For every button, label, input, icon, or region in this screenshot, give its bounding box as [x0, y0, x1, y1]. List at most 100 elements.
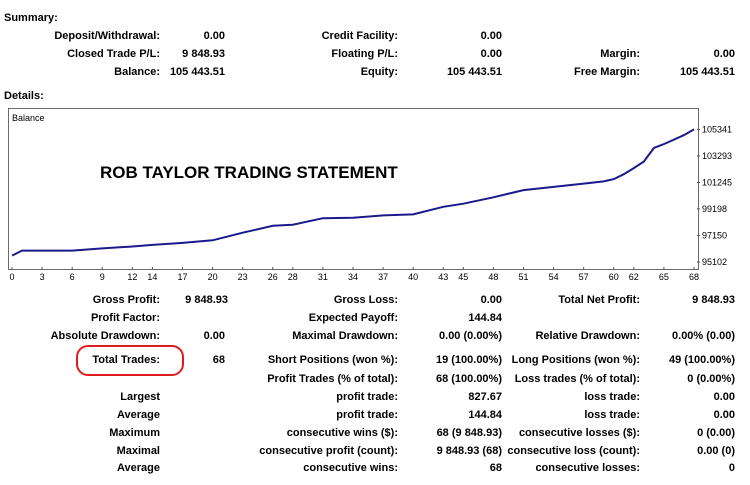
- x-tick-label: 48: [488, 272, 498, 282]
- profit-factor-label: Profit Factor:: [90, 312, 160, 324]
- y-tick-label: 99198: [702, 204, 727, 214]
- absolute-drawdown-value: 0.00: [203, 330, 225, 342]
- x-tick-label: 45: [458, 272, 468, 282]
- profit-trades-value: 68 (100.00%): [435, 373, 502, 385]
- x-tick-label: 68: [689, 272, 699, 282]
- total-trades-value: 68: [212, 354, 225, 366]
- x-tick-label: 6: [70, 272, 75, 282]
- avg-consec-losses-value: 0: [728, 462, 735, 474]
- short-positions-label: Short Positions (won %):: [267, 354, 398, 366]
- x-tick-label: 28: [288, 272, 298, 282]
- gross-profit-value: 9 848.93: [185, 294, 228, 306]
- loss-trades-value: 0 (0.00%): [687, 373, 735, 385]
- x-tick-label: 65: [659, 272, 669, 282]
- free-margin-label: Free Margin:: [573, 66, 640, 78]
- total-trades-label: Total Trades:: [92, 354, 160, 366]
- x-tick-label: 37: [378, 272, 388, 282]
- largest-profit-label: profit trade:: [336, 391, 398, 403]
- balance-label: Balance:: [114, 66, 160, 78]
- average-loss-value: 0.00: [713, 409, 735, 421]
- relative-drawdown-label: Relative Drawdown:: [535, 330, 640, 342]
- balance-value: 105 443.51: [169, 66, 225, 78]
- closed-trade-pl-label: Closed Trade P/L:: [67, 48, 160, 60]
- absolute-drawdown-label: Absolute Drawdown:: [50, 330, 160, 342]
- balance-chart: Balance ROB TAYLOR TRADING STATEMENT 0 3 6 9 1…: [8, 108, 732, 282]
- y-tick-label: 95102: [702, 257, 727, 267]
- long-positions-label: Long Positions (won %):: [511, 354, 640, 366]
- x-tick-label: 17: [177, 272, 187, 282]
- total-trades-highlight: [76, 345, 184, 376]
- total-net-profit-label: Total Net Profit:: [558, 294, 640, 306]
- balance-chart-svg: Balance ROB TAYLOR TRADING STATEMENT 0 3 6 9 1…: [9, 113, 732, 282]
- x-tick-label: 0: [9, 272, 14, 282]
- largest-label: Largest: [120, 391, 160, 403]
- x-tick-label: 34: [348, 272, 358, 282]
- y-tick-label: 105341: [702, 124, 732, 134]
- floating-pl-label: Floating P/L:: [331, 48, 398, 60]
- y-tick-label: 101245: [702, 177, 732, 187]
- maximal-drawdown-label: Maximal Drawdown:: [292, 330, 398, 342]
- short-positions-value: 19 (100.00%): [435, 354, 502, 366]
- maximal-consec-loss-label: consecutive loss (count):: [507, 445, 640, 457]
- avg-consec-wins-label: consecutive wins:: [303, 462, 398, 474]
- average-profit-value: 144.84: [468, 409, 502, 421]
- x-tick-label: 31: [318, 272, 328, 282]
- largest-loss-label: loss trade:: [584, 391, 640, 403]
- maximal-drawdown-value: 0.00 (0.00%): [439, 330, 502, 342]
- gross-loss-label: Gross Loss:: [333, 294, 398, 306]
- x-tick-label: 62: [629, 272, 639, 282]
- max-consec-losses-label: consecutive losses ($):: [518, 427, 640, 439]
- expected-payoff-value: 144.84: [468, 312, 502, 324]
- credit-facility-value: 0.00: [480, 30, 502, 42]
- deposit-withdrawal-value: 0.00: [203, 30, 225, 42]
- y-tick-label: 103293: [702, 151, 732, 161]
- x-tick-label: 3: [40, 272, 45, 282]
- x-tick-label: 14: [147, 272, 157, 282]
- credit-facility-label: Credit Facility:: [321, 30, 398, 42]
- maximum-label: Maximum: [109, 427, 160, 439]
- margin-label: Margin:: [600, 48, 640, 60]
- x-tick-label: 20: [208, 272, 218, 282]
- maximal-consec-profit-label: consecutive profit (count):: [259, 445, 398, 457]
- floating-pl-value: 0.00: [480, 48, 502, 60]
- x-tick-label: 60: [609, 272, 619, 282]
- max-consec-losses-value: 0 (0.00): [697, 427, 735, 439]
- x-tick-label: 9: [100, 272, 105, 282]
- average-loss-label: loss trade:: [584, 409, 640, 421]
- max-consec-wins-label: consecutive wins ($):: [286, 427, 398, 439]
- margin-value: 0.00: [713, 48, 735, 60]
- equity-value: 105 443.51: [446, 66, 502, 78]
- maximal-consec-profit-value: 9 848.93 (68): [436, 445, 502, 457]
- average-label: Average: [116, 409, 160, 421]
- balance-series-line: [11, 128, 695, 257]
- chart-annotation: ROB TAYLOR TRADING STATEMENT: [100, 163, 398, 182]
- relative-drawdown-value: 0.00% (0.00): [672, 330, 735, 342]
- details-title: Details:: [4, 90, 44, 102]
- expected-payoff-label: Expected Payoff:: [308, 312, 398, 324]
- equity-label: Equity:: [360, 66, 398, 78]
- gross-loss-value: 0.00: [480, 294, 502, 306]
- maximal-consec-loss-value: 0.00 (0): [697, 445, 735, 457]
- largest-profit-value: 827.67: [468, 391, 502, 403]
- x-tick-label: 12: [127, 272, 137, 282]
- y-tick-label: 97150: [702, 230, 727, 240]
- x-tick-label: 57: [579, 272, 589, 282]
- avg-consec-losses-label: consecutive losses:: [535, 462, 640, 474]
- max-consec-wins-value: 68 (9 848.93): [436, 427, 502, 439]
- average-consec-label: Average: [116, 462, 160, 474]
- closed-trade-pl-value: 9 848.93: [182, 48, 225, 60]
- x-tick-label: 54: [549, 272, 559, 282]
- total-net-profit-value: 9 848.93: [692, 294, 735, 306]
- chart-title: Balance: [12, 113, 45, 123]
- avg-consec-wins-value: 68: [489, 462, 502, 474]
- summary-title: Summary:: [4, 12, 58, 24]
- average-profit-label: profit trade:: [336, 409, 398, 421]
- x-tick-label: 51: [518, 272, 528, 282]
- deposit-withdrawal-label: Deposit/Withdrawal:: [54, 30, 160, 42]
- x-tick-label: 23: [238, 272, 248, 282]
- x-tick-label: 26: [268, 272, 278, 282]
- gross-profit-label: Gross Profit:: [92, 294, 160, 306]
- maximal-label: Maximal: [116, 445, 160, 457]
- x-tick-label: 43: [438, 272, 448, 282]
- loss-trades-label: Loss trades (% of total):: [514, 373, 640, 385]
